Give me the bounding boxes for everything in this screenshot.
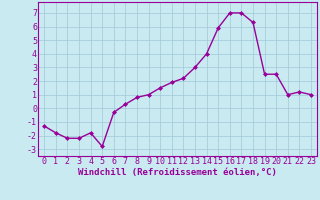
X-axis label: Windchill (Refroidissement éolien,°C): Windchill (Refroidissement éolien,°C) bbox=[78, 168, 277, 177]
